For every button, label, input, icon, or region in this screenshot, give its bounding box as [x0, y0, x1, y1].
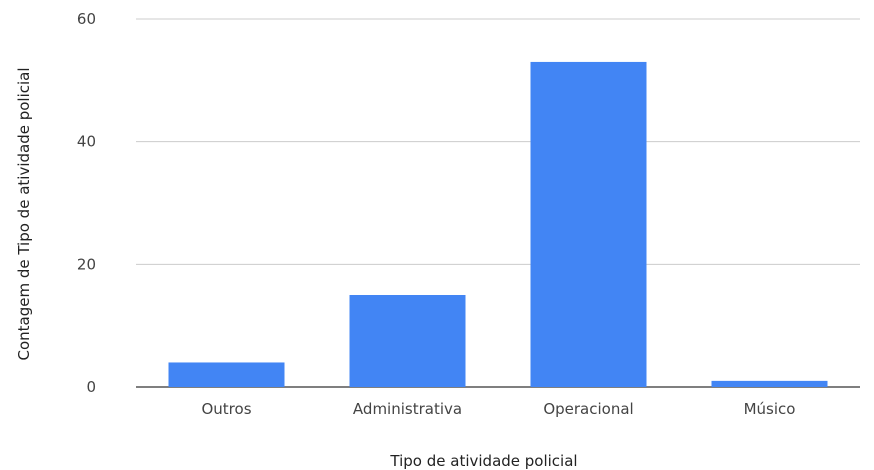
y-tick-label: 0 — [86, 378, 96, 396]
x-tick-label: Músico — [744, 400, 796, 418]
y-tick-label: 40 — [77, 133, 96, 151]
gridlines — [136, 19, 860, 387]
y-axis-title: Contagem de Tipo de atividade policial — [15, 67, 33, 360]
y-tick-label: 60 — [77, 10, 96, 28]
bar-outros[interactable] — [169, 362, 285, 387]
y-tick-label: 20 — [77, 255, 96, 273]
bar-músico[interactable] — [712, 381, 828, 387]
x-axis-title: Tipo de atividade policial — [389, 452, 577, 470]
bar-operacional[interactable] — [531, 62, 647, 387]
x-tick-label: Operacional — [543, 400, 633, 418]
x-tick-label: Outros — [201, 400, 251, 418]
bar-administrativa[interactable] — [350, 295, 466, 387]
bars — [169, 62, 828, 387]
y-axis-ticks: 0 20 40 60 — [77, 10, 96, 396]
x-tick-label: Administrativa — [353, 400, 462, 418]
x-axis-ticks: Outros Administrativa Operacional Músico — [201, 400, 795, 418]
